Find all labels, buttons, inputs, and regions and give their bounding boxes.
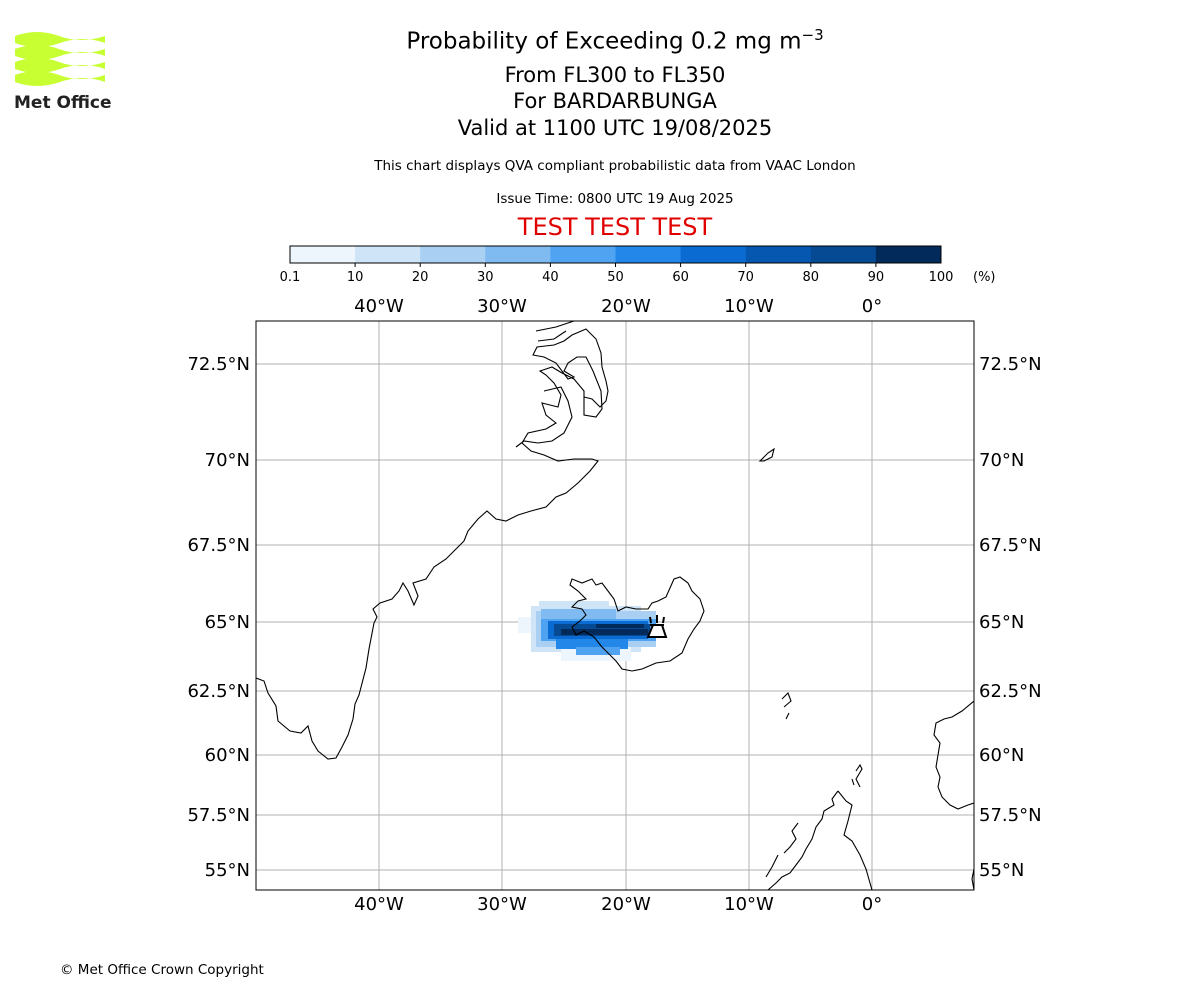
greenland-coast	[256, 328, 609, 760]
lon-label-top: 30°W	[477, 296, 527, 317]
lat-label-right: 60°N	[979, 745, 1024, 766]
lat-label-right: 62.5°N	[979, 681, 1042, 702]
lat-label-right: 70°N	[979, 450, 1024, 471]
lon-label-bottom: 20°W	[601, 894, 651, 915]
flight-level-range: From FL300 to FL350	[504, 63, 726, 87]
colorbar-tick-label: 70	[737, 270, 754, 285]
colorbar-tick-label: 90	[867, 270, 885, 285]
colorbar-tick-label: 100	[928, 270, 954, 285]
lat-label-left: 72.5°N	[187, 354, 250, 375]
map-frame	[255, 320, 975, 891]
lat-label-right: 67.5°N	[979, 535, 1042, 556]
colorbar-cell	[745, 246, 812, 263]
ash-probability-plume	[518, 601, 658, 661]
lat-label-left: 57.5°N	[187, 805, 250, 826]
colorbar-tick-label: 20	[411, 270, 429, 285]
colorbar-tick-label: 10	[346, 270, 364, 285]
colorbar-cell	[420, 246, 486, 263]
valid-time: Valid at 1100 UTC 19/08/2025	[457, 116, 773, 140]
colorbar-tick-label: 50	[607, 270, 624, 285]
lat-label-left: 67.5°N	[187, 535, 250, 556]
colorbar-cell	[550, 246, 616, 263]
coastlines	[256, 321, 974, 890]
colorbar-cell	[355, 246, 421, 263]
colorbar-tick-label: 60	[672, 270, 689, 285]
colorbar-tick-label: 30	[477, 270, 494, 285]
lat-label-left: 62.5°N	[187, 681, 250, 702]
lat-label-right: 72.5°N	[979, 354, 1042, 375]
lon-label-bottom: 10°W	[724, 894, 774, 915]
lat-label-right: 57.5°N	[979, 805, 1042, 826]
met-office-logo: Met Office	[14, 32, 112, 113]
colorbar-cell	[485, 246, 551, 263]
map: 40°W 30°W 20°W 10°W 0° 40°W 30°W 20°W 10°W 0° 72…	[187, 296, 1042, 915]
lat-label-left: 60°N	[205, 745, 250, 766]
lat-label-left: 70°N	[205, 450, 250, 471]
scotland-coast	[767, 790, 873, 890]
colorbar-tick-label: 80	[802, 270, 820, 285]
lon-label-top: 40°W	[354, 296, 404, 317]
colorbar-cell	[680, 246, 747, 263]
volcano-title: For BARDARBUNGA	[513, 89, 717, 113]
colorbar-tick-label: 40	[542, 270, 559, 285]
lat-label-left: 65°N	[205, 612, 250, 633]
lon-label-top: 20°W	[601, 296, 651, 317]
norway-coast	[933, 700, 974, 810]
disclaimer-text: This chart displays QVA compliant probab…	[374, 158, 856, 174]
colorbar	[289, 245, 942, 267]
faroe-islands	[781, 692, 792, 720]
colorbar-cell	[615, 246, 682, 263]
lon-label-top: 0°	[862, 296, 882, 317]
shetland	[851, 763, 863, 788]
lon-label-bottom: 0°	[862, 894, 882, 915]
lat-label-right: 55°N	[979, 860, 1024, 881]
colorbar-cell	[875, 246, 942, 263]
lon-label-bottom: 40°W	[354, 894, 404, 915]
iceland-coast	[569, 576, 705, 672]
lat-label-right: 65°N	[979, 612, 1024, 633]
volcano-icon	[646, 615, 668, 638]
lon-label-bottom: 30°W	[477, 894, 527, 915]
colorbar-cell	[290, 246, 356, 263]
issue-time: Issue Time: 0800 UTC 19 Aug 2025	[496, 191, 734, 207]
colorbar-tick-label: 0.1	[279, 270, 301, 285]
chart-title: Probability of Exceeding 0.2 mg m−3	[406, 26, 824, 55]
lat-label-left: 55°N	[205, 860, 250, 881]
colorbar-unit: (%)	[973, 270, 996, 285]
lon-label-top: 10°W	[724, 296, 774, 317]
copyright-text: © Met Office Crown Copyright	[60, 962, 264, 978]
jan-mayen	[758, 447, 775, 462]
colorbar-cell	[810, 246, 877, 263]
test-banner: TEST TEST TEST	[517, 213, 713, 241]
met-office-wordmark: Met Office	[14, 93, 112, 113]
met-office-waves	[15, 32, 105, 86]
